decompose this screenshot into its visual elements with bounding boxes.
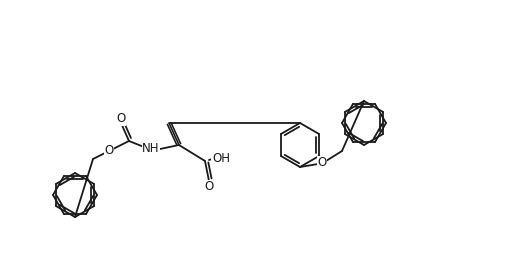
Text: O: O <box>317 157 327 169</box>
Text: NH: NH <box>142 143 160 155</box>
Text: O: O <box>116 113 126 125</box>
Text: O: O <box>105 144 114 158</box>
Text: OH: OH <box>212 152 230 166</box>
Text: O: O <box>204 181 214 193</box>
